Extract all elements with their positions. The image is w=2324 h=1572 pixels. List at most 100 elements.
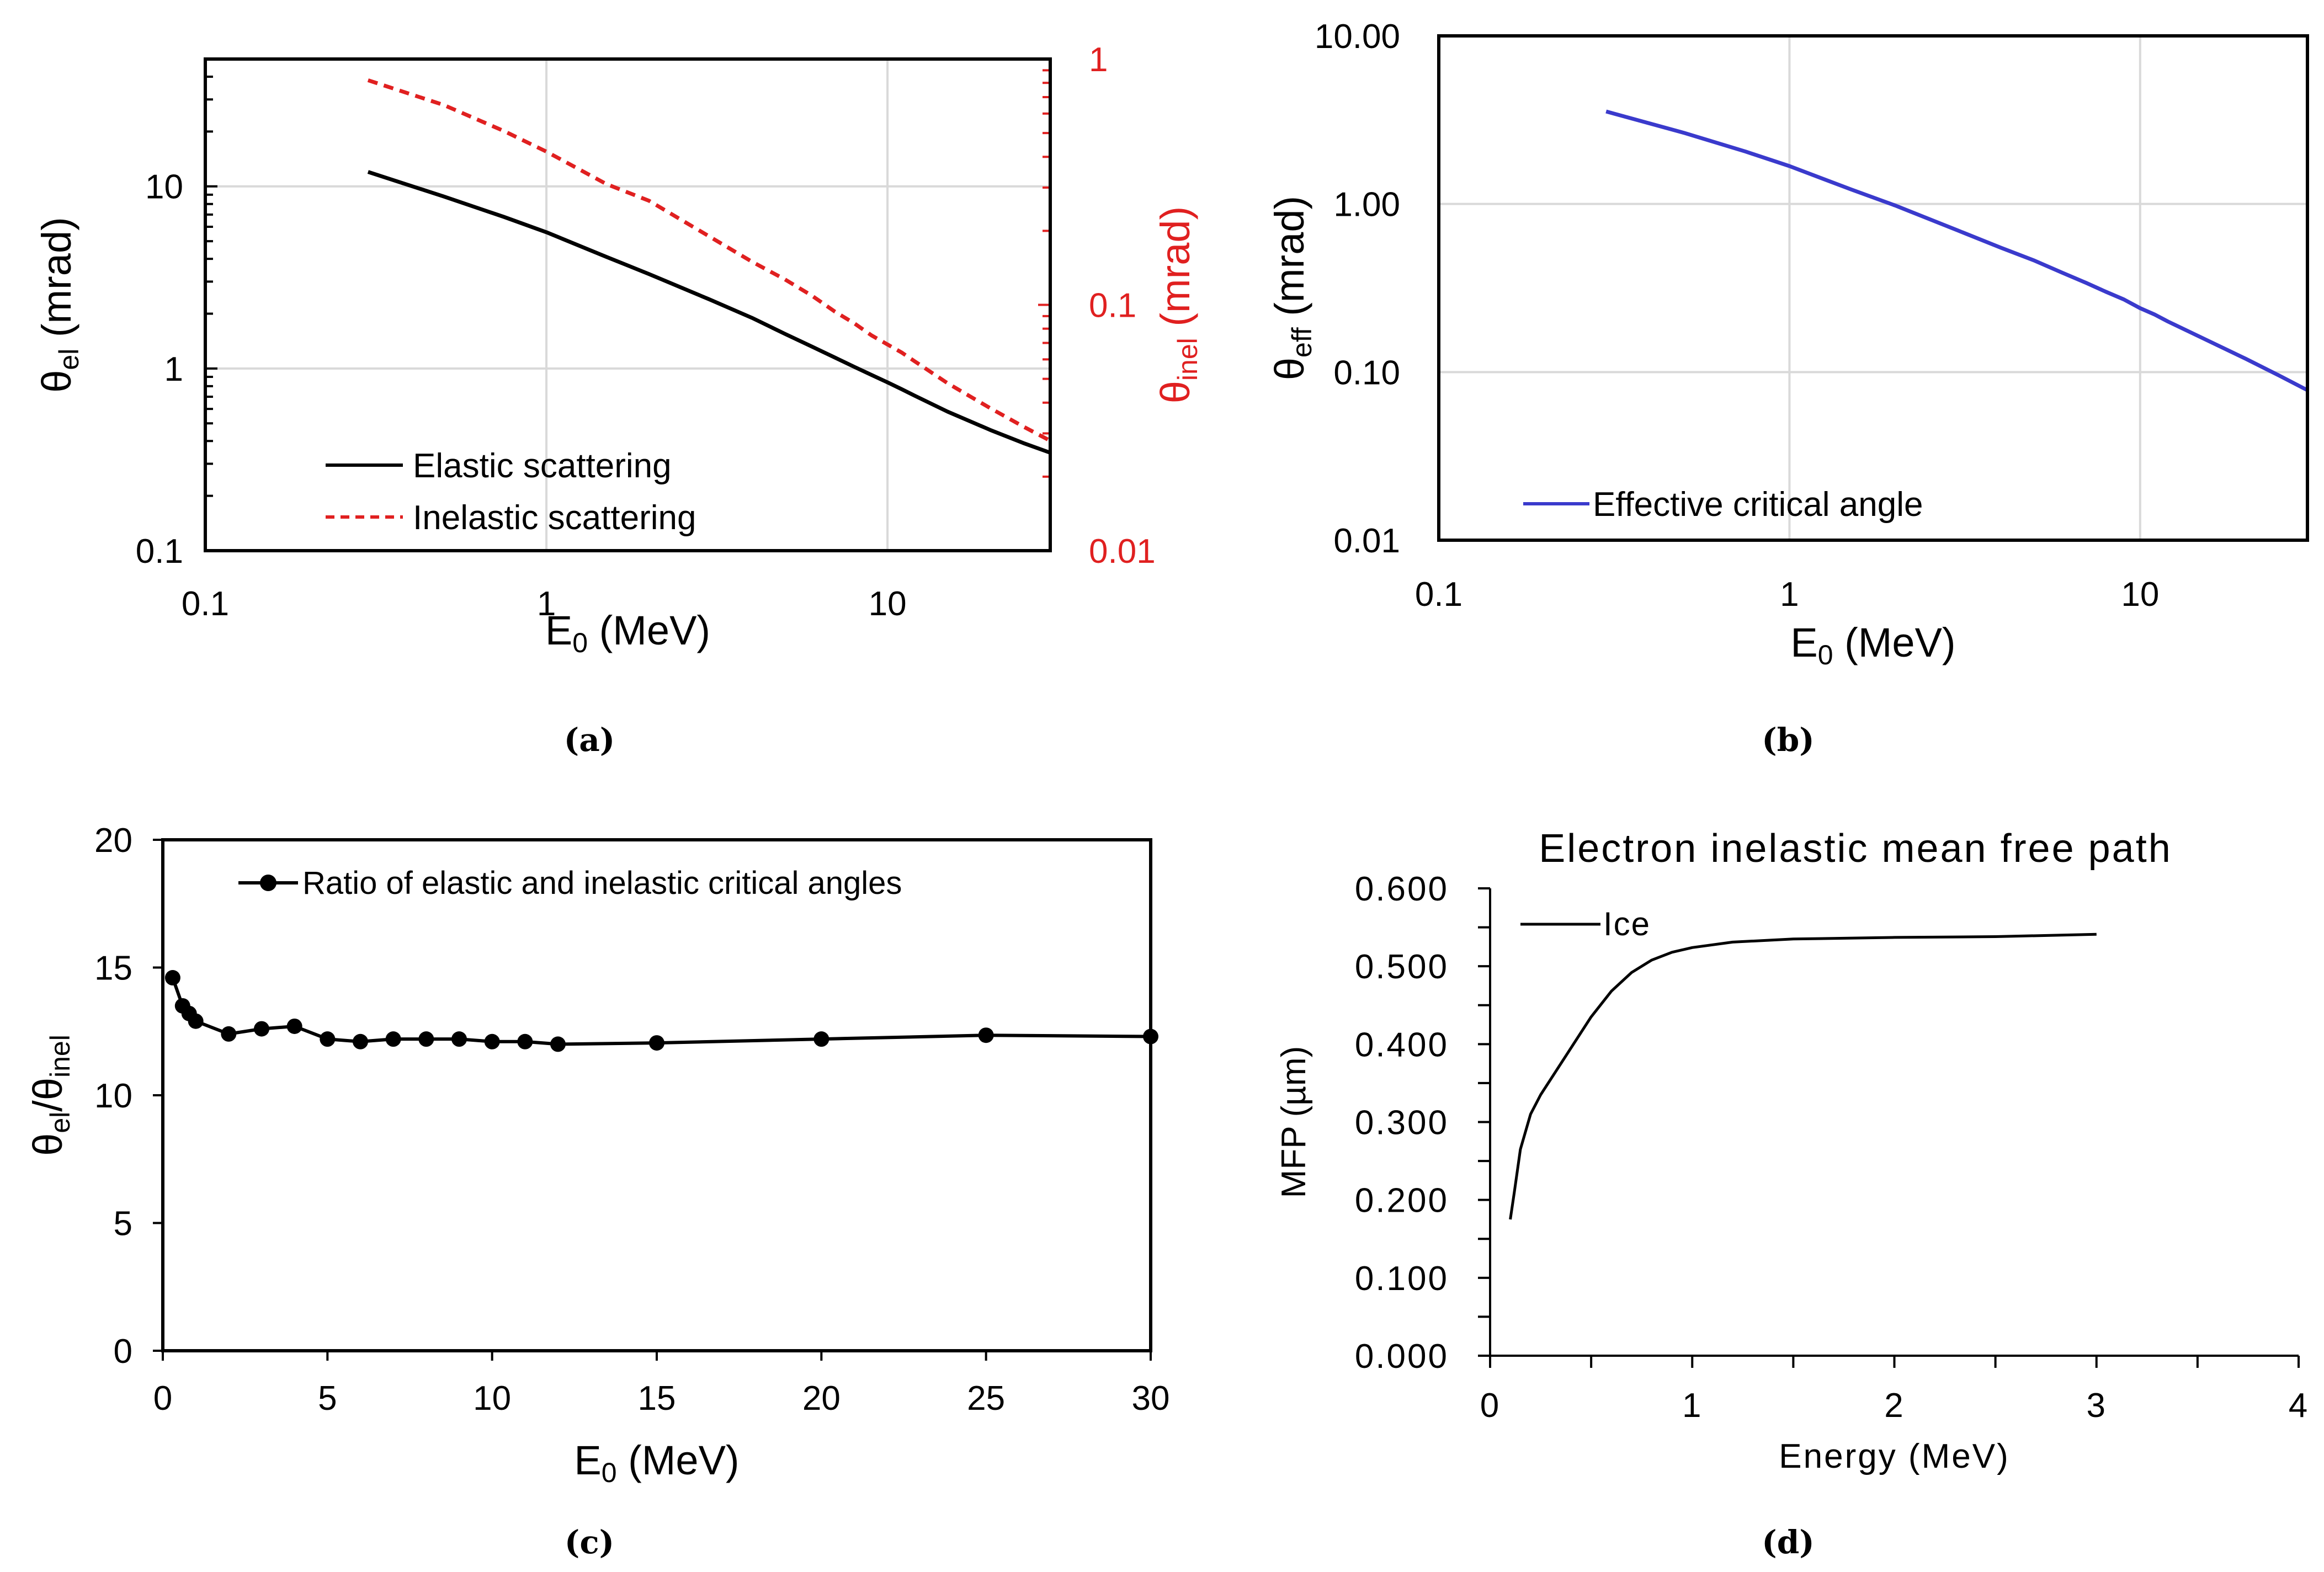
panel-c-x-tick-label: 20	[802, 1379, 841, 1418]
panel-b-x-tick-label: 0.1	[1415, 575, 1463, 614]
panel-c-data-point	[517, 1033, 533, 1049]
panel-b-y-tick-labels: 0.01 0.10 1.00 10.00	[1315, 18, 1400, 560]
panel-c-y-axis-label: θel/θinel	[25, 1035, 76, 1156]
panel-c-data-point	[254, 1021, 269, 1037]
panel-a-y-tick-label: 0.1	[136, 532, 183, 571]
panel-a-ylabel-rest: (mrad)	[34, 217, 79, 348]
panel-c-y-tick-label: 0	[114, 1333, 132, 1371]
panel-b-xlabel-sub: 0	[1818, 640, 1833, 670]
panel-d-y-tick-label: 0.000	[1355, 1337, 1449, 1376]
panel-c-xlabel-main: E	[574, 1437, 601, 1483]
panel-b-plot-frame	[1437, 34, 2309, 542]
panel-c-data-point	[451, 1031, 467, 1047]
panel-b-x-axis-label: E0 (MeV)	[1790, 620, 1955, 670]
panel-c-y-tick-labels: 0 5 10 15 20	[94, 822, 132, 1371]
panel-a-series-line-inelastic	[367, 78, 1051, 443]
panel-c-data-point	[649, 1035, 664, 1051]
panel-c-data-point	[813, 1031, 829, 1047]
panel-a-y2-tick-labels: 0.01 0.1 1	[1089, 41, 1156, 571]
panel-c-legend-marker	[260, 875, 276, 891]
panel-c-data-point	[286, 1018, 302, 1034]
panel-c-data-point	[320, 1031, 336, 1047]
panel-d-y-tick-label: 0.300	[1355, 1104, 1449, 1142]
panel-d-series	[1509, 932, 2097, 1220]
panel-b-chart: 0.1 1 10 0.01 0.10 1.00 10.00 E0 (MeV) θeff (…	[1267, 18, 2309, 670]
panel-d-x-tick-labels: 0 1 2 3 4	[1480, 1387, 2309, 1425]
panel-a-y2label-sub: inel	[1172, 338, 1203, 381]
panel-a-x-tick-label: 10	[869, 585, 907, 623]
panel-c-data-point	[484, 1033, 500, 1049]
panel-b-y-tick-label: 1.00	[1333, 186, 1400, 224]
panel-b-gridlines	[1439, 36, 2307, 540]
panel-a-x-tick-label: 1	[537, 585, 556, 623]
panel-a-y2-tick-label: 1	[1089, 41, 1108, 79]
panel-a-y2-axis-label: θinel (mrad)	[1152, 206, 1203, 403]
panel-b-x-tick-label: 10	[2121, 575, 2159, 614]
panel-c-x-tick-label: 0	[153, 1379, 172, 1418]
panel-b-xlabel-main: E	[1790, 620, 1817, 665]
panel-c-xlabel-sub: 0	[602, 1457, 617, 1488]
panel-d-y-axis-label: MFP (µm)	[1275, 1046, 1313, 1198]
panel-c-data-point	[385, 1031, 401, 1047]
panel-c-ylabel-main: θ	[25, 1133, 71, 1156]
panel-a-series	[367, 78, 1051, 455]
panel-a-x-tick-labels: 0.1 1 10	[182, 585, 907, 623]
panel-d-y-tick-label: 0.600	[1355, 870, 1449, 908]
panel-c-x-tick-label: 10	[473, 1379, 511, 1418]
panel-c-xlabel-rest: (MeV)	[617, 1437, 740, 1483]
panel-b-series-line-effective	[1605, 109, 2309, 392]
panel-a-y2-tick-label: 0.01	[1089, 532, 1156, 571]
panel-d-y-tick-label: 0.100	[1355, 1260, 1449, 1298]
panel-b-legend: Effective critical angle	[1523, 486, 1923, 524]
panel-b-y-tick-label: 0.01	[1333, 522, 1400, 560]
panel-c-data-point	[188, 1013, 204, 1029]
panel-d-legend-label: Ice	[1603, 905, 1651, 942]
panel-c-data-point	[550, 1036, 566, 1052]
panel-d-axes	[1478, 887, 2300, 1368]
panel-a-x-axis-label: E0 (MeV)	[545, 608, 710, 658]
panel-b-y-tick-label: 10.00	[1315, 18, 1400, 56]
panel-b-series	[1605, 109, 2309, 392]
panel-a-series-line-elastic	[367, 170, 1051, 455]
panel-c-ylabel-mid: /θ	[25, 1078, 71, 1112]
panel-c-ylabel-sub2: inel	[45, 1035, 76, 1078]
panel-c-x-tick-label: 15	[638, 1379, 676, 1418]
panel-b-ylabel-main: θ	[1267, 358, 1312, 380]
panel-c-plot-frame	[161, 838, 1152, 1352]
panel-d-x-tick-label: 4	[2289, 1387, 2309, 1425]
panel-a-y-tick-label: 10	[145, 168, 183, 206]
panel-b-y-tick-label: 0.10	[1333, 354, 1400, 392]
panel-a-ylabel-main: θ	[34, 370, 79, 393]
panel-c-x-tick-label: 30	[1132, 1379, 1170, 1418]
panel-c-x-tick-labels: 0 5 10 15 20 25 30	[153, 1379, 1170, 1418]
panel-a-xlabel-sub: 0	[572, 627, 588, 658]
panel-c-x-tick-label: 5	[318, 1379, 337, 1418]
panel-a-x-tick-label: 0.1	[182, 585, 229, 623]
panel-d-y-tick-label: 0.400	[1355, 1026, 1449, 1064]
panel-b-xlabel-rest: (MeV)	[1833, 620, 1956, 665]
panel-b-x-tick-labels: 0.1 1 10	[1415, 575, 2159, 614]
panel-c-series-line-ratio	[171, 977, 1151, 1046]
panel-c-legend: Ratio of elastic and inelastic critical …	[238, 865, 902, 901]
panel-d-x-tick-label: 0	[1480, 1387, 1500, 1425]
panel-d-series-line-ice	[1509, 932, 2097, 1220]
caption-a: (a)	[564, 721, 615, 759]
panel-c-x-tick-label: 25	[967, 1379, 1005, 1418]
panel-d-x-axis-label: Energy (MeV)	[1779, 1437, 2009, 1475]
panel-b-ylabel-rest: (mrad)	[1267, 196, 1312, 327]
panel-c-x-axis-label: E0 (MeV)	[574, 1437, 739, 1488]
panel-c-data-point	[353, 1033, 368, 1049]
panel-a-legend-label-elastic: Elastic scattering	[413, 447, 672, 485]
caption-d: (d)	[1762, 1523, 1814, 1561]
panel-d-x-tick-label: 1	[1682, 1387, 1702, 1425]
caption-c: (c)	[565, 1523, 614, 1561]
panel-c-y-tick-label: 5	[114, 1205, 132, 1243]
panel-a-y2label-rest: (mrad)	[1152, 206, 1198, 338]
panel-d-legend: Ice	[1520, 905, 1651, 942]
panel-c-series	[153, 839, 1158, 1361]
panel-d-title: Electron inelastic mean free path	[1539, 827, 2172, 871]
panel-c-data-point	[164, 970, 180, 986]
panel-c-ylabel-sub: el	[45, 1112, 76, 1133]
panel-b-legend-label-effective: Effective critical angle	[1593, 486, 1923, 524]
